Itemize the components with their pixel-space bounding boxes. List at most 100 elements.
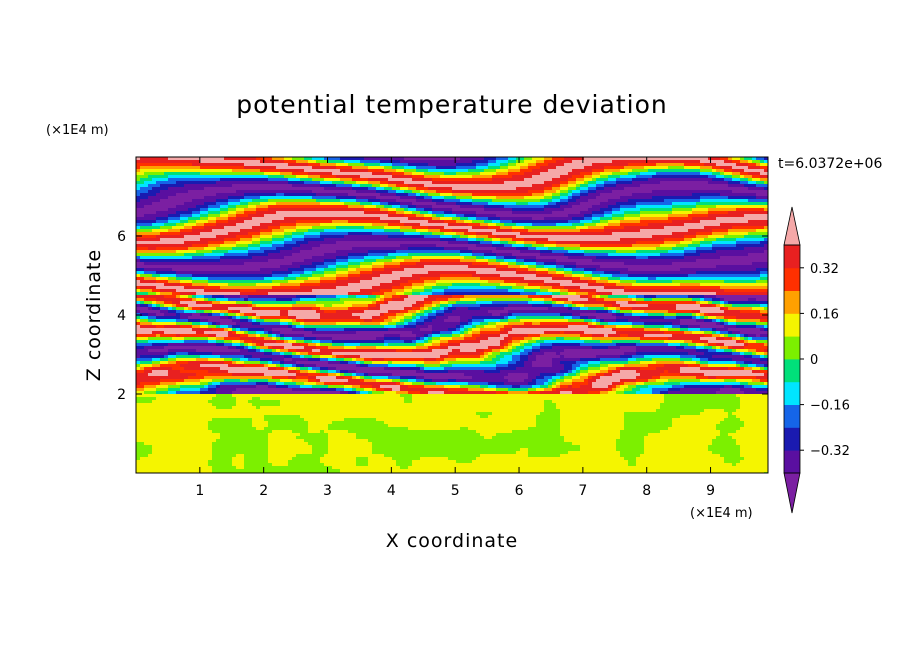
contour-cell [388,184,397,188]
contour-cell [216,334,229,338]
contour-cell [628,334,645,338]
contour-cell [616,388,625,392]
contour-cell [680,358,693,362]
contour-cell [188,208,201,212]
contour-cell [700,241,713,245]
contour-cell [384,292,397,296]
contour-cell [460,316,473,320]
contour-cell [424,190,437,194]
contour-cell [480,415,489,419]
contour-cell [708,235,725,239]
contour-cell [544,376,553,380]
contour-cell [268,331,273,335]
contour-cell [620,220,641,224]
contour-cell [368,463,397,467]
contour-cell [460,253,473,257]
contour-cell [228,310,233,314]
contour-cell [472,334,481,338]
contour-cell [468,238,477,242]
contour-cell [288,463,325,467]
contour-cell [464,337,477,341]
colorbar-swatch [784,336,800,360]
contour-cell [240,328,249,332]
contour-cell [156,220,169,224]
contour-cell [408,193,417,197]
contour-cell [176,181,217,185]
contour-cell [584,340,601,344]
contour-cell [476,166,489,170]
contour-cell [416,166,437,170]
contour-cell [300,367,309,371]
contour-cell [496,325,505,329]
contour-cell [544,400,553,404]
contour-cell [488,259,497,263]
contour-cell [760,367,765,371]
contour-cell [296,373,309,377]
contour-cell [284,160,297,164]
contour-cell [732,436,768,440]
contour-cell [764,382,768,386]
contour-cell [576,304,585,308]
contour-cell [460,349,477,353]
contour-cell [660,391,669,395]
contour-cell [148,313,157,317]
contour-cell [476,211,513,215]
contour-cell [356,376,361,380]
contour-cell [640,454,721,458]
contour-cell [440,334,453,338]
contour-cell [532,223,557,227]
contour-cell [392,259,405,263]
contour-cell [572,376,581,380]
contour-cell [284,352,293,356]
contour-cell [744,355,753,359]
contour-cell [420,328,433,332]
contour-cell [620,208,641,212]
contour-cell [760,166,768,170]
contour-cell [288,385,301,389]
contour-cell [524,361,533,365]
contour-cell [572,379,585,383]
contour-cell [180,229,193,233]
contour-cell [636,352,689,356]
contour-cell [200,322,209,326]
contour-cell [384,301,389,305]
contour-cell [672,208,693,212]
contour-cell [560,175,573,179]
contour-cell [344,388,353,392]
contour-cell [724,304,733,308]
contour-cell [588,379,597,383]
contour-cell [268,208,365,212]
contour-cell [252,301,297,305]
contour-cell [728,157,733,161]
contour-cell [412,340,417,344]
contour-cell [404,313,413,317]
contour-cell [396,463,413,467]
contour-cell [424,382,437,386]
contour-cell [304,382,317,386]
contour-cell [764,352,768,356]
contour-cell [564,364,573,368]
contour-cell [616,328,645,332]
contour-cell [332,352,449,356]
contour-cell [708,340,737,344]
contour-cell [496,157,509,161]
contour-cell [324,262,337,266]
contour-cell [764,226,768,230]
contour-cell [392,271,429,275]
contour-cell [440,307,445,311]
contour-cell [604,298,633,302]
contour-cell [736,361,745,365]
contour-cell [680,319,697,323]
contour-cell [140,157,169,161]
contour-cell [572,193,581,197]
contour-cell [404,286,413,290]
contour-cell [324,178,341,182]
contour-cell [664,394,737,398]
contour-cell [516,160,525,164]
contour-cell [712,319,717,323]
contour-cell [376,379,393,383]
contour-cell [220,382,257,386]
contour-cell [740,157,745,161]
contour-cell [504,376,529,380]
contour-cell [280,226,297,230]
